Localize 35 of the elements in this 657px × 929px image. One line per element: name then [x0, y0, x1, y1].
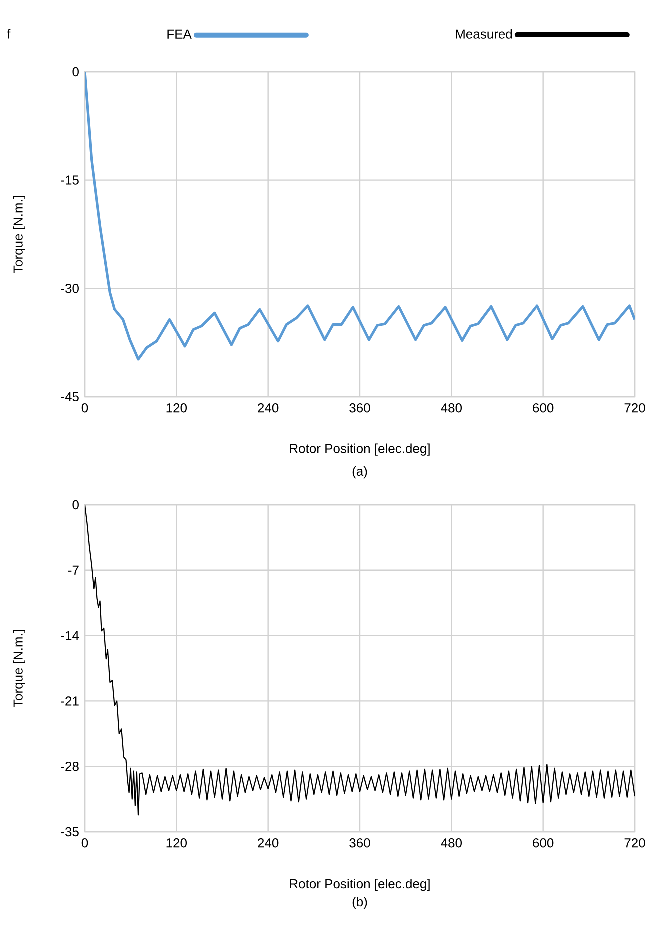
x-tick-label: 480	[441, 838, 462, 848]
x-tick-label: 720	[624, 838, 646, 848]
y-axis-title: Torque [N.m.]	[13, 196, 26, 274]
x-tick-label: 360	[350, 404, 370, 413]
chart-title: f	[7, 29, 11, 39]
y-axis-title: Torque [N.m.]	[13, 630, 26, 708]
x-tick-label: 720	[624, 404, 646, 413]
x-tick-label: 120	[166, 838, 188, 848]
text: (a)	[352, 466, 368, 479]
y-tick-label: -7	[68, 566, 79, 575]
x-tick-label: 600	[533, 404, 554, 413]
line-series	[85, 505, 635, 816]
x-tick-label: 120	[166, 404, 188, 413]
x-tick-label: 0	[82, 838, 88, 848]
y-tick-label: 0	[72, 67, 79, 77]
y-tick-label: -14	[61, 631, 80, 640]
y-tick-label: -45	[61, 392, 79, 402]
y-tick-label: -28	[61, 762, 79, 772]
text: (b)	[352, 897, 368, 910]
y-tick-label: 0	[72, 500, 79, 510]
y-tick-label: -30	[61, 284, 79, 294]
line-series	[85, 72, 635, 361]
y-tick-label: -21	[61, 696, 79, 706]
y-tick-label: -35	[61, 827, 79, 837]
x-axis-title: Rotor Position [elec.deg]	[290, 444, 430, 456]
x-axis-title: Rotor Position [elec.deg]	[290, 879, 430, 892]
x-tick-label: 480	[441, 404, 462, 413]
x-tick-label: 240	[258, 838, 279, 848]
x-tick-label: 240	[258, 404, 279, 413]
text: Measured	[456, 29, 512, 39]
y-tick-label: -15	[61, 176, 79, 185]
x-tick-label: 600	[533, 838, 554, 848]
text: FEA	[168, 30, 192, 39]
x-tick-label: 0	[82, 404, 88, 413]
x-tick-label: 360	[350, 838, 370, 848]
